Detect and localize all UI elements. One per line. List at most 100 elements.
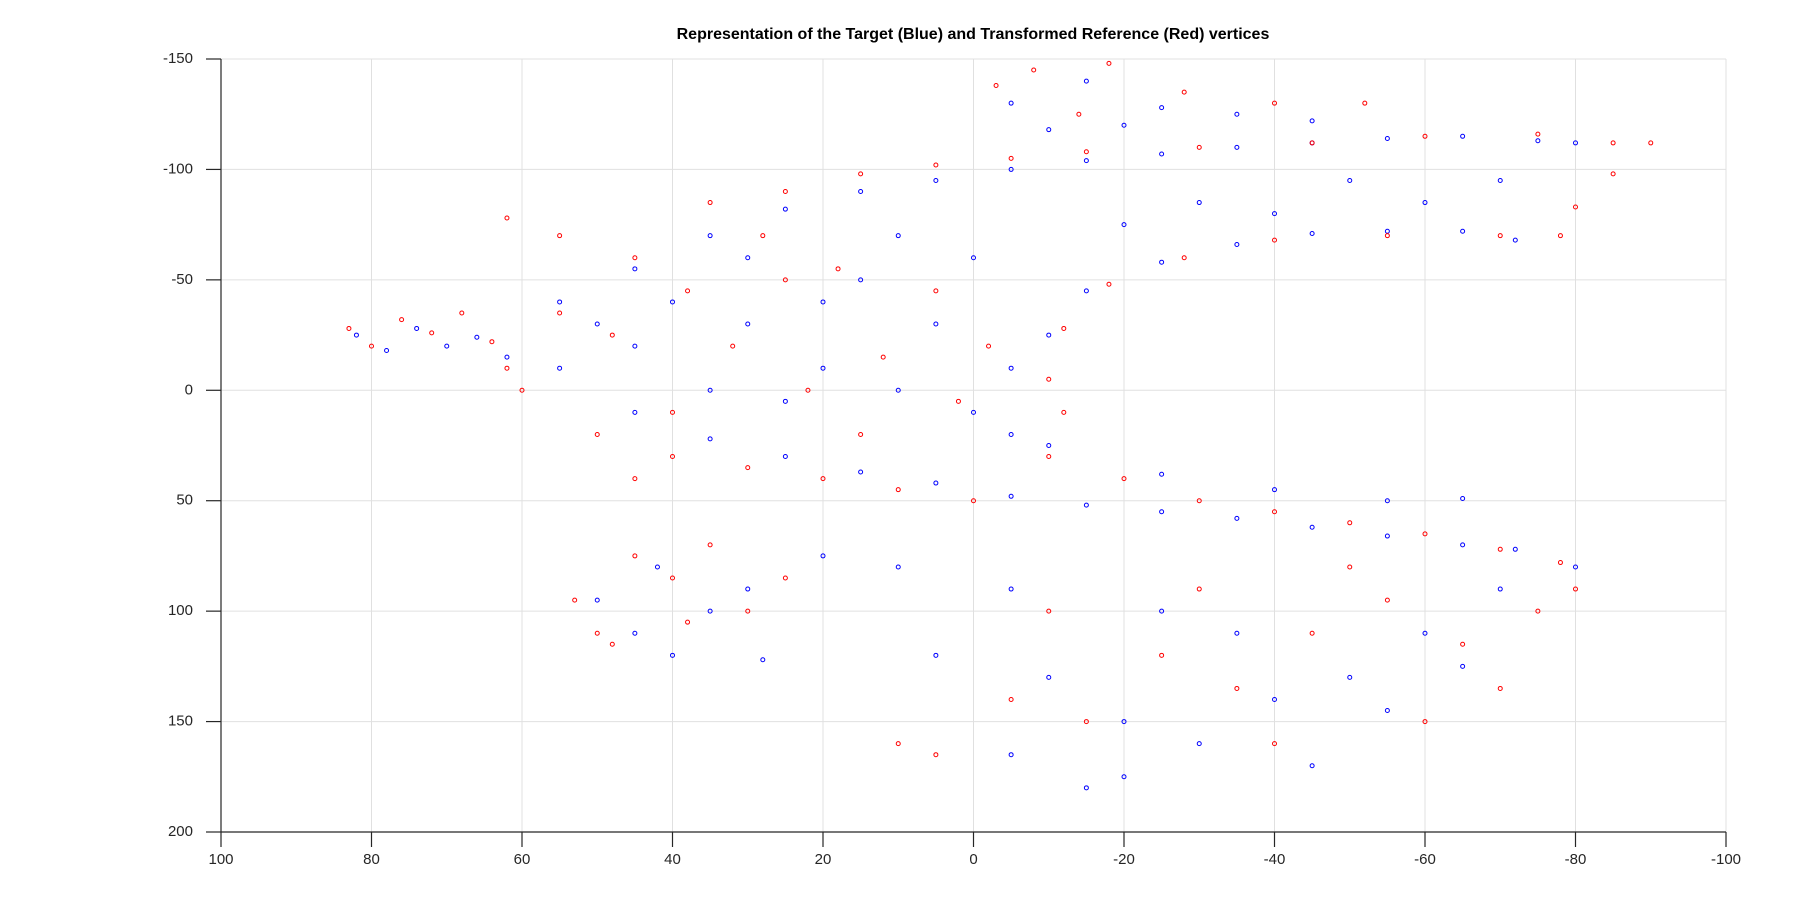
point bbox=[782, 575, 788, 581]
point bbox=[504, 354, 510, 360]
point bbox=[1460, 542, 1466, 548]
y-tick-label: 0 bbox=[185, 381, 193, 398]
point bbox=[1460, 228, 1466, 234]
point bbox=[1083, 288, 1089, 294]
point bbox=[429, 330, 435, 336]
point bbox=[1422, 630, 1428, 636]
point bbox=[1121, 476, 1127, 482]
point bbox=[895, 487, 901, 493]
point bbox=[632, 476, 638, 482]
point bbox=[1159, 509, 1165, 515]
point bbox=[730, 343, 736, 349]
point bbox=[670, 454, 675, 460]
point bbox=[1008, 166, 1014, 172]
point bbox=[1076, 111, 1082, 117]
chart-title: Representation of the Target (Blue) and … bbox=[677, 26, 1270, 43]
point bbox=[880, 354, 886, 360]
point bbox=[1460, 663, 1466, 669]
point bbox=[1061, 325, 1067, 331]
point bbox=[1309, 524, 1315, 530]
x-tick-label: 0 bbox=[969, 851, 977, 868]
point bbox=[1497, 685, 1503, 691]
point bbox=[1083, 785, 1089, 791]
point bbox=[1309, 118, 1315, 124]
point bbox=[971, 255, 976, 261]
point bbox=[1083, 502, 1089, 508]
axes: 100 80 60 40 20 0 -20 -40 -60 -80 -100-150-100-500… bbox=[163, 50, 1741, 868]
point bbox=[594, 597, 600, 603]
point bbox=[1460, 641, 1466, 647]
y-tick-label: 50 bbox=[176, 492, 193, 509]
grid bbox=[220, 58, 1727, 833]
point bbox=[707, 436, 713, 442]
point bbox=[346, 325, 352, 331]
point bbox=[609, 641, 615, 647]
point bbox=[1347, 564, 1353, 570]
point bbox=[858, 277, 864, 283]
point bbox=[858, 171, 864, 177]
point bbox=[489, 339, 495, 345]
point bbox=[1512, 237, 1518, 243]
point bbox=[1196, 586, 1202, 592]
point bbox=[933, 177, 939, 183]
point bbox=[1497, 177, 1503, 183]
x-tick-label: -20 bbox=[1113, 851, 1135, 868]
point bbox=[782, 206, 788, 212]
point bbox=[1272, 211, 1277, 217]
point bbox=[557, 310, 563, 316]
point bbox=[1347, 520, 1353, 526]
point bbox=[1535, 608, 1541, 614]
point bbox=[459, 310, 465, 316]
point bbox=[1046, 608, 1052, 614]
point bbox=[1181, 89, 1187, 95]
point bbox=[895, 741, 901, 747]
point bbox=[1460, 133, 1466, 139]
x-tick-label: -80 bbox=[1565, 851, 1587, 868]
point bbox=[782, 189, 788, 195]
point bbox=[1384, 597, 1390, 603]
point bbox=[1535, 131, 1541, 137]
point bbox=[1497, 233, 1503, 239]
point bbox=[1384, 708, 1390, 714]
point bbox=[1159, 652, 1165, 658]
point bbox=[955, 398, 961, 404]
y-tick-label: -50 bbox=[171, 271, 193, 288]
point bbox=[632, 630, 638, 636]
point bbox=[557, 365, 563, 371]
point bbox=[1234, 111, 1240, 117]
point bbox=[820, 553, 826, 559]
point bbox=[1008, 100, 1014, 106]
point bbox=[670, 299, 675, 305]
point bbox=[745, 465, 751, 471]
point bbox=[1497, 586, 1503, 592]
point bbox=[1309, 230, 1315, 236]
point bbox=[1309, 763, 1315, 769]
y-tick-label: 150 bbox=[168, 713, 193, 730]
point bbox=[1573, 564, 1578, 570]
points bbox=[346, 60, 1654, 791]
x-tick-label: 20 bbox=[815, 851, 832, 868]
point bbox=[557, 233, 563, 239]
point bbox=[1121, 122, 1127, 128]
point bbox=[933, 321, 939, 327]
point bbox=[572, 597, 578, 603]
point bbox=[745, 586, 751, 592]
point bbox=[782, 454, 788, 460]
point bbox=[1083, 78, 1089, 84]
point bbox=[1008, 586, 1014, 592]
point bbox=[1008, 752, 1014, 758]
point bbox=[971, 409, 976, 415]
x-tick-label: 80 bbox=[363, 851, 380, 868]
point bbox=[1196, 144, 1202, 150]
point bbox=[895, 564, 901, 570]
point bbox=[384, 348, 390, 354]
point bbox=[1234, 144, 1240, 150]
point bbox=[895, 387, 901, 393]
point bbox=[933, 288, 939, 294]
point bbox=[1046, 127, 1052, 133]
point bbox=[707, 387, 713, 393]
point bbox=[557, 299, 563, 305]
point bbox=[1008, 365, 1014, 371]
point bbox=[820, 299, 826, 305]
point bbox=[1557, 233, 1563, 239]
